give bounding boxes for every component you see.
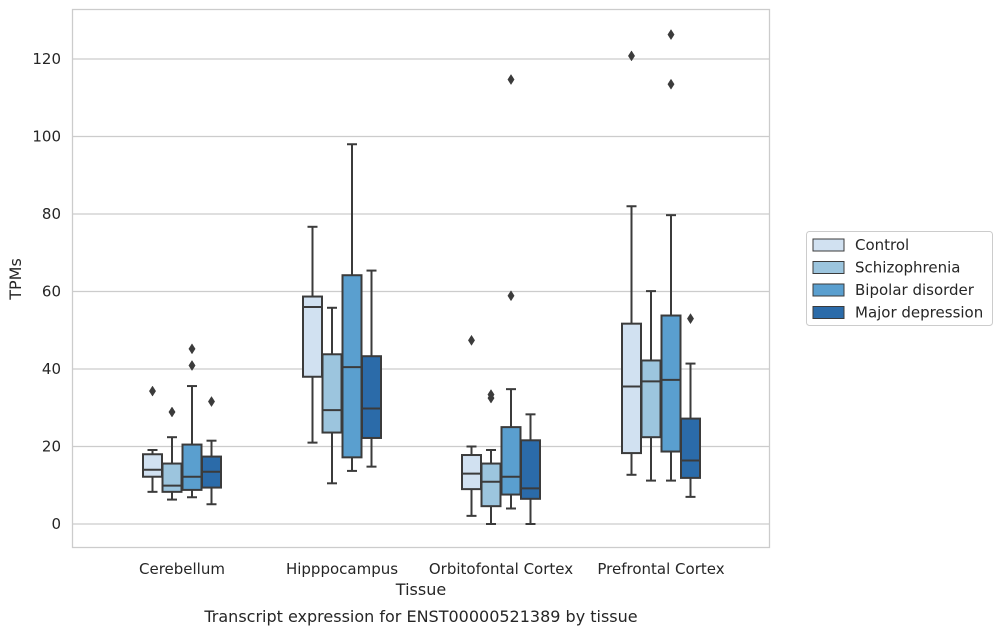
box — [142, 453, 163, 478]
outlier-point — [149, 385, 156, 397]
plot-marks — [142, 29, 701, 525]
x-tick-labels: Cerebellum Hipppocampus Orbitofontal Corte… — [139, 560, 725, 578]
x-tick-label: Orbitofontal Cortex — [429, 560, 573, 578]
box — [361, 355, 382, 439]
y-tick-label: 20 — [42, 438, 61, 456]
legend-entry-label: Schizophrenia — [855, 259, 960, 277]
box — [321, 353, 343, 434]
legend-entry-label: Bipolar disorder — [855, 281, 975, 299]
legend-swatch — [812, 238, 845, 252]
y-tick-label: 0 — [51, 515, 61, 533]
outlier-point — [628, 50, 635, 62]
box — [461, 454, 482, 491]
box-group — [181, 343, 203, 499]
box-group — [640, 290, 662, 482]
box — [621, 322, 642, 455]
y-tick-label: 120 — [32, 50, 61, 68]
legend: Control Schizophrenia Bipolar disorder Majo… — [806, 231, 993, 326]
box-group — [680, 313, 701, 498]
box-group — [500, 74, 522, 510]
y-tick-label: 60 — [42, 283, 61, 301]
outlier-point — [667, 29, 675, 41]
box — [480, 462, 502, 508]
box-group — [341, 143, 363, 472]
legend-swatch — [812, 306, 845, 319]
legend-entry-label: Control — [855, 236, 909, 254]
box — [500, 426, 522, 496]
y-tick-labels: 0 20 40 60 80 100 120 — [32, 50, 61, 533]
x-tick-label: Cerebellum — [139, 560, 225, 578]
box-group — [520, 413, 541, 525]
box-group — [201, 396, 222, 506]
box-group — [321, 306, 343, 485]
x-tick-label: Prefrontal Cortex — [597, 560, 724, 578]
y-axis-label: TPMs — [6, 258, 25, 301]
box-group — [461, 334, 482, 517]
box — [680, 417, 701, 479]
box-group — [161, 406, 183, 501]
chart-caption: Transcript expression for ENST0000052138… — [203, 607, 637, 626]
box — [660, 314, 682, 453]
outlier-point — [507, 290, 515, 302]
outlier-point — [507, 74, 515, 86]
outlier-point — [468, 334, 475, 346]
outlier-point — [188, 360, 196, 371]
grid-lines — [72, 58, 770, 525]
x-tick-label: Hipppocampus — [286, 560, 398, 578]
legend-swatch — [812, 261, 845, 274]
box — [302, 295, 323, 378]
box — [161, 462, 183, 493]
box-group — [302, 225, 323, 444]
box-group — [361, 269, 382, 468]
box — [640, 359, 662, 439]
legend-frame — [806, 231, 993, 326]
legend-swatch — [812, 283, 845, 297]
outlier-point — [188, 343, 196, 355]
y-tick-label: 40 — [42, 360, 61, 378]
plot-frame — [71, 8, 771, 549]
box-group — [621, 50, 642, 476]
box-group — [480, 389, 502, 525]
box — [520, 439, 541, 500]
outlier-point — [208, 396, 215, 408]
legend-entry-label: Major depression — [855, 304, 983, 322]
box-group — [660, 29, 682, 482]
outlier-point — [667, 78, 675, 90]
outlier-point — [168, 406, 176, 418]
y-tick-label: 80 — [42, 205, 61, 223]
x-axis-label: Tissue — [395, 580, 446, 599]
box — [181, 443, 203, 491]
outlier-point — [687, 313, 694, 325]
box-group — [142, 385, 163, 493]
y-tick-label: 100 — [32, 128, 61, 146]
outlier-point — [487, 389, 495, 401]
